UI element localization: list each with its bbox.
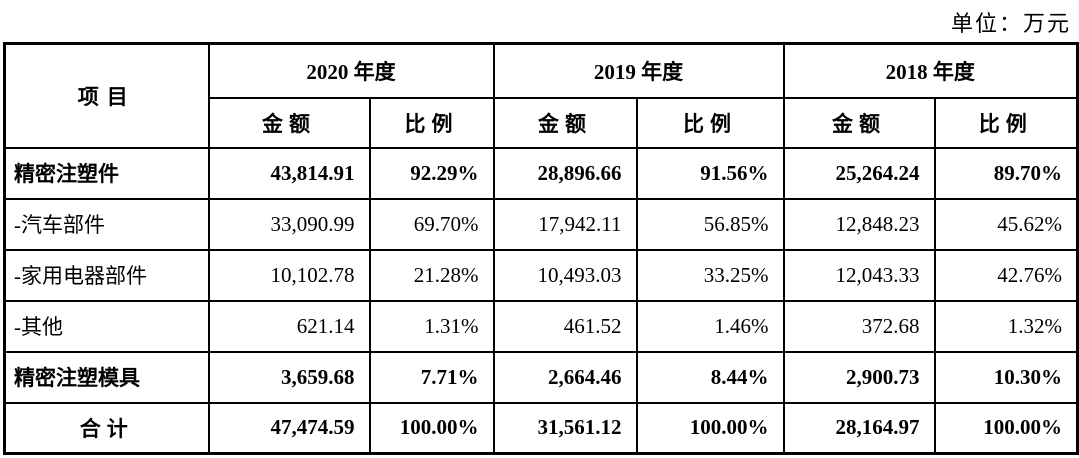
header-row-years: 项目 2020 年度 2019 年度 2018 年度 bbox=[3, 42, 1079, 149]
column-header-year-2019: 2019 年度 bbox=[492, 42, 785, 99]
table-row-total: 合计 47,474.59 100.00% 31,561.12 100.00% 2… bbox=[3, 401, 1079, 455]
amount-cell: 25,264.24 bbox=[782, 146, 936, 200]
column-header-ratio-2018: 比例 bbox=[933, 96, 1079, 149]
ratio-cell: 100.00% bbox=[933, 401, 1079, 455]
row-label: 精密注塑件 bbox=[3, 146, 210, 200]
column-header-amount-2020: 金额 bbox=[207, 96, 371, 149]
amount-cell: 2,664.46 bbox=[492, 350, 638, 404]
table-row-auto-parts: -汽车部件 33,090.99 69.70% 17,942.11 56.85% … bbox=[3, 197, 1079, 251]
ratio-cell: 33.25% bbox=[635, 248, 785, 302]
table-row-precision-injection-molds: 精密注塑模具 3,659.68 7.71% 2,664.46 8.44% 2,9… bbox=[3, 350, 1079, 404]
amount-cell: 47,474.59 bbox=[207, 401, 371, 455]
ratio-cell: 89.70% bbox=[933, 146, 1079, 200]
amount-cell: 372.68 bbox=[782, 299, 936, 353]
amount-cell: 10,102.78 bbox=[207, 248, 371, 302]
row-label: -家用电器部件 bbox=[3, 248, 210, 302]
amount-cell: 461.52 bbox=[492, 299, 638, 353]
column-header-year-2020: 2020 年度 bbox=[207, 42, 495, 99]
ratio-cell: 10.30% bbox=[933, 350, 1079, 404]
amount-cell: 28,896.66 bbox=[492, 146, 638, 200]
ratio-cell: 42.76% bbox=[933, 248, 1079, 302]
amount-cell: 12,848.23 bbox=[782, 197, 936, 251]
amount-cell: 10,493.03 bbox=[492, 248, 638, 302]
row-label: -其他 bbox=[3, 299, 210, 353]
ratio-cell: 45.62% bbox=[933, 197, 1079, 251]
ratio-cell: 69.70% bbox=[368, 197, 495, 251]
amount-cell: 28,164.97 bbox=[782, 401, 936, 455]
ratio-cell: 8.44% bbox=[635, 350, 785, 404]
amount-cell: 3,659.68 bbox=[207, 350, 371, 404]
table-row-other: -其他 621.14 1.31% 461.52 1.46% 372.68 1.3… bbox=[3, 299, 1079, 353]
ratio-cell: 7.71% bbox=[368, 350, 495, 404]
ratio-cell: 100.00% bbox=[635, 401, 785, 455]
amount-cell: 33,090.99 bbox=[207, 197, 371, 251]
ratio-cell: 1.32% bbox=[933, 299, 1079, 353]
unit-label: 单位：万元 bbox=[950, 11, 1071, 36]
amount-cell: 621.14 bbox=[207, 299, 371, 353]
column-header-year-2018: 2018 年度 bbox=[782, 42, 1079, 99]
ratio-cell: 1.46% bbox=[635, 299, 785, 353]
column-header-item: 项目 bbox=[3, 42, 210, 149]
amount-cell: 31,561.12 bbox=[492, 401, 638, 455]
header-row-subcolumns: 金额 比例 金额 比例 金额 比例 bbox=[5, 96, 1079, 149]
table-row-home-appliance-parts: -家用电器部件 10,102.78 21.28% 10,493.03 33.25… bbox=[3, 248, 1079, 302]
amount-cell: 12,043.33 bbox=[782, 248, 936, 302]
ratio-cell: 56.85% bbox=[635, 197, 785, 251]
column-header-amount-2019: 金额 bbox=[492, 96, 638, 149]
ratio-cell: 100.00% bbox=[368, 401, 495, 455]
ratio-cell: 21.28% bbox=[368, 248, 495, 302]
revenue-breakdown-table: 项目 2020 年度 2019 年度 2018 年度 金额 比例 金额 比例 金… bbox=[3, 42, 1079, 455]
row-label: 合计 bbox=[3, 401, 210, 455]
row-label: -汽车部件 bbox=[3, 197, 210, 251]
ratio-cell: 91.56% bbox=[635, 146, 785, 200]
amount-cell: 2,900.73 bbox=[782, 350, 936, 404]
amount-cell: 17,942.11 bbox=[492, 197, 638, 251]
column-header-ratio-2019: 比例 bbox=[635, 96, 785, 149]
table-row-precision-injection-parts: 精密注塑件 43,814.91 92.29% 28,896.66 91.56% … bbox=[3, 146, 1079, 200]
row-label: 精密注塑模具 bbox=[3, 350, 210, 404]
ratio-cell: 92.29% bbox=[368, 146, 495, 200]
ratio-cell: 1.31% bbox=[368, 299, 495, 353]
column-header-amount-2018: 金额 bbox=[782, 96, 936, 149]
amount-cell: 43,814.91 bbox=[207, 146, 371, 200]
column-header-ratio-2020: 比例 bbox=[368, 96, 495, 149]
